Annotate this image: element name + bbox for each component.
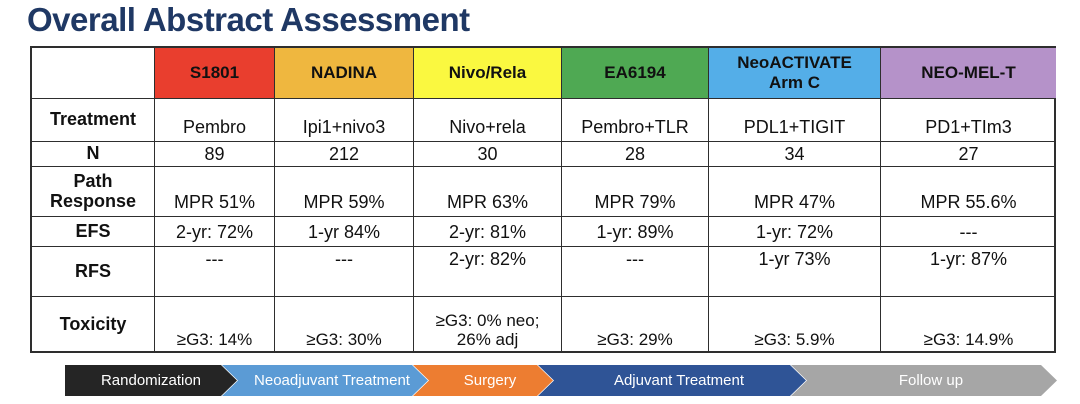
table-cell: Pembro: [155, 99, 275, 142]
row-label-n: N: [32, 142, 155, 167]
page-title: Overall Abstract Assessment: [27, 1, 470, 38]
column-header-nadina: NADINA: [275, 48, 414, 99]
trials-comparison-table: S1801 NADINA Nivo/Rela EA6194 NeoACTIVAT…: [30, 46, 1056, 353]
table-cell: MPR 47%: [709, 167, 881, 217]
table-cell: PDL1+TIGIT: [709, 99, 881, 142]
timeline-step-label: Surgery: [463, 372, 517, 389]
timeline-step-label: Follow up: [898, 372, 964, 389]
column-header-s1801: S1801: [155, 48, 275, 99]
row-label-efs: EFS: [32, 217, 155, 247]
table-cell: 2-yr: 81%: [414, 217, 562, 247]
table-cell: ≥G3: 14.9%: [923, 330, 1014, 350]
timeline-step-follow-up: Follow up: [791, 365, 1057, 396]
column-header-ea6194: EA6194: [562, 48, 709, 99]
table-cell: MPR 51%: [155, 167, 275, 217]
table-cell: 27: [881, 142, 1056, 167]
table-cell: Ipi1+nivo3: [275, 99, 414, 142]
column-header-nivo-rela: Nivo/Rela: [414, 48, 562, 99]
column-header-neoactivate-arm-c: NeoACTIVATE Arm C: [709, 48, 881, 99]
row-label-treatment: Treatment: [32, 99, 155, 142]
table-cell: ---: [155, 247, 275, 297]
table-cell: 34: [709, 142, 881, 167]
table-cell: MPR 63%: [414, 167, 562, 217]
study-timeline: Randomization Neoadjuvant Treatment Surg…: [65, 365, 1057, 396]
table-corner-cell: [32, 48, 155, 99]
table-cell: ≥G3: 30%: [275, 297, 414, 353]
table-cell: Pembro+TLR: [562, 99, 709, 142]
table-cell: PD1+TIm3: [881, 99, 1056, 142]
table-cell: ---: [562, 247, 709, 297]
table-cell: 1-yr: 72%: [709, 217, 881, 247]
table-cell: 1-yr 73%: [709, 247, 881, 297]
table-cell: 30: [414, 142, 562, 167]
table-cell: MPR 79%: [562, 167, 709, 217]
table-cell: Nivo+rela: [414, 99, 562, 142]
row-label-rfs: RFS: [32, 247, 155, 297]
table-cell: ≥G3: 0% neo; 26% adj: [414, 297, 562, 353]
table-cell: ---: [881, 217, 1056, 247]
table-cell: 28: [562, 142, 709, 167]
table-cell: 1-yr: 87%: [881, 247, 1056, 297]
table-cell: 212: [275, 142, 414, 167]
table-cell: 2-yr: 82%: [414, 247, 562, 297]
row-label-toxicity: Toxicity: [32, 297, 155, 353]
table-cell: MPR 59%: [275, 167, 414, 217]
table-cell: ---: [275, 247, 414, 297]
table-cell: 89: [155, 142, 275, 167]
table-cell: MPR 55.6%: [881, 167, 1056, 217]
timeline-step-randomization: Randomization: [65, 365, 237, 396]
table-cell: ≥G3: 5.9%: [709, 297, 881, 353]
timeline-step-label: Adjuvant Treatment: [613, 372, 745, 389]
timeline-step-label: Neoadjuvant Treatment: [254, 372, 410, 389]
table-cell: 1-yr: 89%: [562, 217, 709, 247]
timeline-step-surgery: Surgery: [413, 365, 553, 396]
timeline-step-adjuvant-treatment: Adjuvant Treatment: [538, 365, 806, 396]
column-header-neo-mel-t: NEO-MEL-T: [881, 48, 1056, 99]
timeline-step-label: Randomization: [100, 372, 202, 389]
timeline-step-neoadjuvant-treatment: Neoadjuvant Treatment: [222, 365, 428, 396]
table-cell: 1-yr 84%: [275, 217, 414, 247]
row-label-path-response: Path Response: [32, 167, 155, 217]
table-cell: 2-yr: 72%: [155, 217, 275, 247]
table-cell: ≥G3: 29%: [562, 297, 709, 353]
table-cell: ≥G3: 14%: [155, 297, 275, 353]
